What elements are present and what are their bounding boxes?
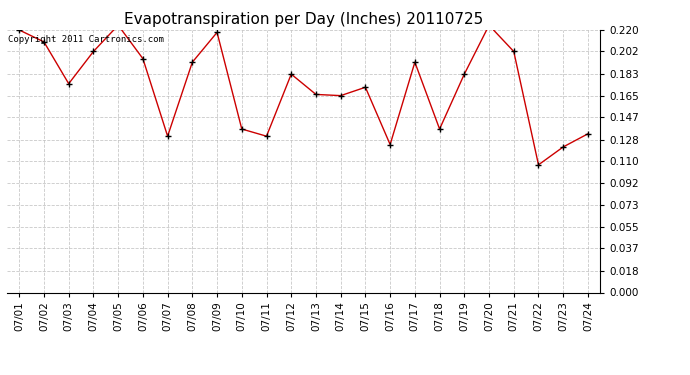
Title: Evapotranspiration per Day (Inches) 20110725: Evapotranspiration per Day (Inches) 2011…	[124, 12, 483, 27]
Text: Copyright 2011 Cartronics.com: Copyright 2011 Cartronics.com	[8, 35, 164, 44]
